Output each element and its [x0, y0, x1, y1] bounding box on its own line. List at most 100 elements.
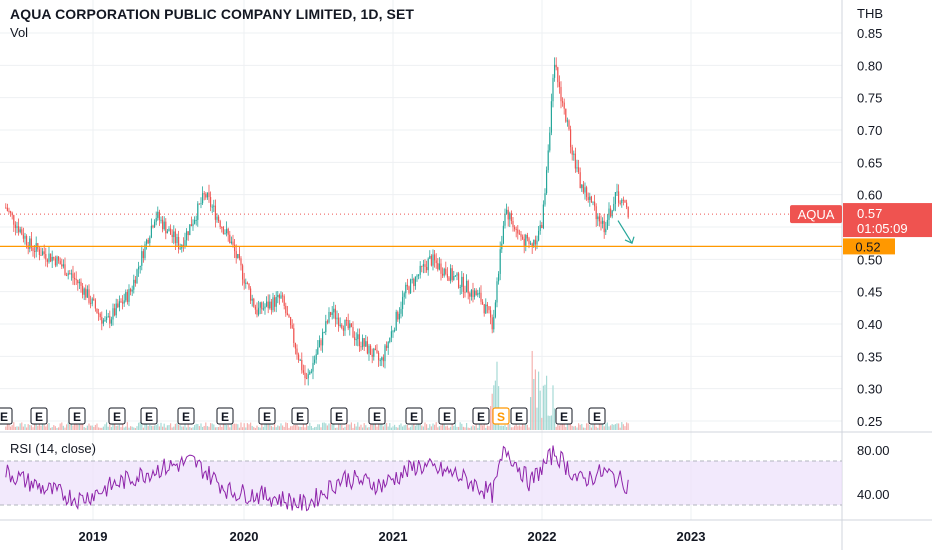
candle-body: [176, 236, 178, 243]
candle-body: [22, 234, 24, 239]
volume-bar: [441, 423, 444, 430]
candle-body: [523, 238, 525, 246]
candle-body: [9, 211, 12, 213]
volume-bar: [6, 422, 8, 430]
volume-bar: [120, 427, 122, 430]
symbol-title[interactable]: AQUA CORPORATION PUBLIC COMPANY LIMITED,…: [10, 6, 415, 22]
volume-bar: [209, 423, 212, 430]
candle-body: [528, 238, 530, 244]
candle-body: [353, 337, 356, 341]
volume-bar: [33, 422, 36, 430]
candle-body: [125, 292, 127, 301]
candle-body: [398, 313, 400, 320]
candle-body: [294, 343, 296, 349]
price-tick-label: 0.35: [857, 349, 882, 364]
volume-bar: [277, 425, 279, 430]
candle-body: [549, 132, 551, 151]
volume-bar: [78, 423, 80, 430]
price-tick-label: 0.60: [857, 188, 882, 203]
volume-bar: [72, 425, 74, 430]
candle-body: [136, 269, 138, 284]
rsi-legend[interactable]: RSI (14, close): [10, 441, 96, 456]
earnings-marker: [258, 407, 276, 425]
candle-body: [296, 348, 298, 355]
volume-bar: [531, 350, 533, 430]
candle-body: [13, 215, 15, 225]
volume-bar: [83, 426, 85, 430]
candle-body: [286, 313, 288, 316]
candle-body: [128, 288, 130, 302]
volume-bar: [382, 426, 384, 430]
earnings-marker-label: E: [145, 410, 153, 424]
candle-body: [115, 303, 117, 316]
volume-bar: [469, 427, 471, 430]
candle-body: [617, 191, 620, 203]
volume-bar: [141, 422, 143, 430]
candle-body: [245, 282, 247, 284]
volume-bar: [309, 422, 311, 430]
volume-bar: [217, 427, 220, 430]
volume-bar: [337, 424, 340, 430]
candle-body: [547, 150, 549, 171]
candle-body: [131, 289, 133, 292]
candle-body: [624, 200, 626, 203]
earnings-marker-label: E: [560, 410, 568, 424]
candle-body: [613, 203, 615, 211]
volume-bar: [437, 427, 439, 430]
candle-body: [315, 354, 317, 360]
candle-body: [56, 256, 58, 266]
candle-body: [504, 213, 506, 226]
volume-bar: [192, 427, 194, 430]
volume-bar: [259, 427, 261, 430]
candle-body: [248, 283, 250, 289]
volume-bar: [261, 424, 263, 430]
candle-body: [451, 268, 453, 280]
volume-bar: [150, 425, 152, 430]
volume-bar: [117, 425, 119, 430]
volume-bar: [265, 423, 268, 430]
volume-bar: [411, 424, 413, 430]
volume-bar: [9, 426, 12, 430]
volume-bar: [213, 424, 215, 430]
candle-body: [265, 301, 268, 307]
candle-body: [152, 225, 154, 228]
volume-bar: [278, 426, 280, 430]
volume-bar: [597, 427, 599, 430]
volume-bar: [565, 426, 567, 430]
volume-bar: [134, 427, 136, 430]
volume-bar: [43, 425, 45, 430]
candle-body: [461, 276, 463, 287]
volume-bar: [526, 424, 528, 430]
candle-body: [113, 308, 116, 316]
volume-bar: [264, 423, 266, 430]
volume-bar: [341, 424, 343, 430]
candle-body: [421, 265, 423, 267]
volume-bar: [430, 426, 432, 430]
candle-body: [232, 241, 234, 245]
volume-bar: [347, 424, 349, 430]
volume-bar: [416, 422, 418, 430]
volume-bar: [229, 427, 231, 430]
price-tick-label: 0.45: [857, 285, 882, 300]
volume-bar: [477, 427, 479, 430]
candle-body: [497, 273, 500, 282]
earnings-marker: [510, 407, 528, 425]
volume-bar: [395, 427, 397, 430]
candle-body: [326, 321, 328, 323]
candle-body: [401, 297, 404, 309]
volume-bar: [339, 422, 341, 430]
candle-body: [576, 167, 578, 169]
volume-bar: [53, 425, 55, 430]
projection-arrow: [617, 220, 633, 244]
candle-body: [619, 202, 621, 204]
candle-body: [417, 274, 420, 276]
volume-bar: [445, 426, 447, 430]
volume-bar: [349, 424, 351, 430]
volume-bar: [417, 423, 420, 430]
candle-body: [145, 239, 148, 245]
volume-bar: [357, 422, 359, 430]
volume-bar: [299, 426, 301, 430]
volume-legend[interactable]: Vol: [10, 25, 29, 40]
